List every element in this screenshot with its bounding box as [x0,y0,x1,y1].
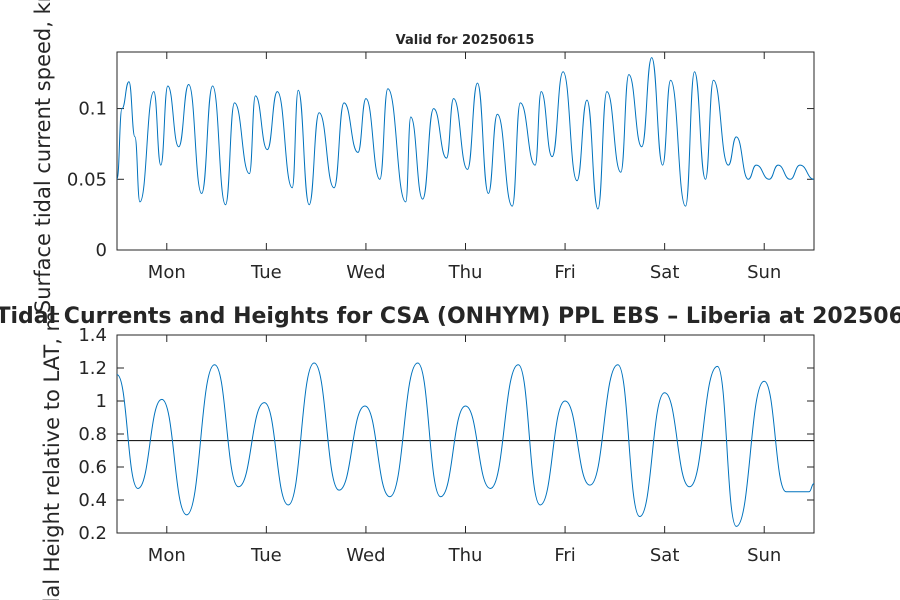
current-speed-y-tick-label: 0 [96,240,107,261]
current-speed-lines [116,57,815,210]
tidal-height-x-tick-label: Fri [554,545,575,566]
tidal-height-y-tick-label: 1.2 [78,358,107,379]
tidal-height-chart: 0.2 0.4 0.6 0.8 1 1.2 1.4 Mon Tue Wed Thu Fri Sat Su… [40,311,815,600]
current-speed-x-tick-label: Wed [346,262,385,283]
tidal-height-y-ticks: 0.2 0.4 0.6 0.8 1 1.2 1.4 [78,325,814,544]
tidal-height-y-axis-label: Tidal Height relative to LAT, m [40,311,64,600]
tidal-height-x-tick-label: Sat [650,545,680,566]
current-speed-x-tick-label: Tue [250,262,282,283]
tidal-height-x-ticks: Mon Tue Wed Thu Fri Sat Sun [148,335,781,566]
tidal-height-lines [116,362,815,527]
current-speed-x-tick-label: Mon [148,262,186,283]
current-speed-axes-box [116,51,815,251]
tidal-height-x-tick-label: Mon [148,545,186,566]
current-speed-chart-title: Valid for 20250615 [396,33,535,48]
tidal-height-x-tick-label: Tue [250,545,282,566]
current-speed-x-ticks: Mon Tue Wed Thu Fri Sat Sun [148,52,781,283]
tidal-height-x-tick-label: Sun [747,545,781,566]
tidal-height-series-line [116,362,815,527]
current-speed-x-tick-label: Sun [747,262,781,283]
tidal-height-x-tick-label: Wed [346,545,385,566]
tidal-height-y-tick-label: 0.6 [78,457,107,478]
tidal-height-x-tick-label: Thu [448,545,483,566]
tidal-height-y-tick-label: 0.2 [78,523,107,544]
tidal-height-axes-box [116,334,815,534]
current-speed-chart: Valid for 20250615 0 0.05 0.1 Mon Tue Wed Thu… [31,0,815,313]
current-speed-x-tick-label: Fri [554,262,575,283]
main-chart-title: Tidal Currents and Heights for CSA (ONHY… [0,304,900,329]
current-speed-x-tick-label: Sat [650,262,680,283]
tidal-height-y-tick-label: 1 [96,391,107,412]
tidal-height-y-tick-label: 1.4 [78,325,107,346]
current-speed-y-tick-label: 0.1 [78,99,107,120]
current-speed-y-tick-label: 0.05 [67,169,107,190]
current-speed-y-ticks: 0 0.05 0.1 [67,99,814,261]
current-speed-y-axis-label: Surface tidal current speed, kn [31,0,55,313]
tidal-height-y-tick-label: 0.8 [78,424,107,445]
current-speed-series-line [116,57,815,210]
tidal-height-y-tick-label: 0.4 [78,490,107,511]
current-speed-x-tick-label: Thu [448,262,483,283]
